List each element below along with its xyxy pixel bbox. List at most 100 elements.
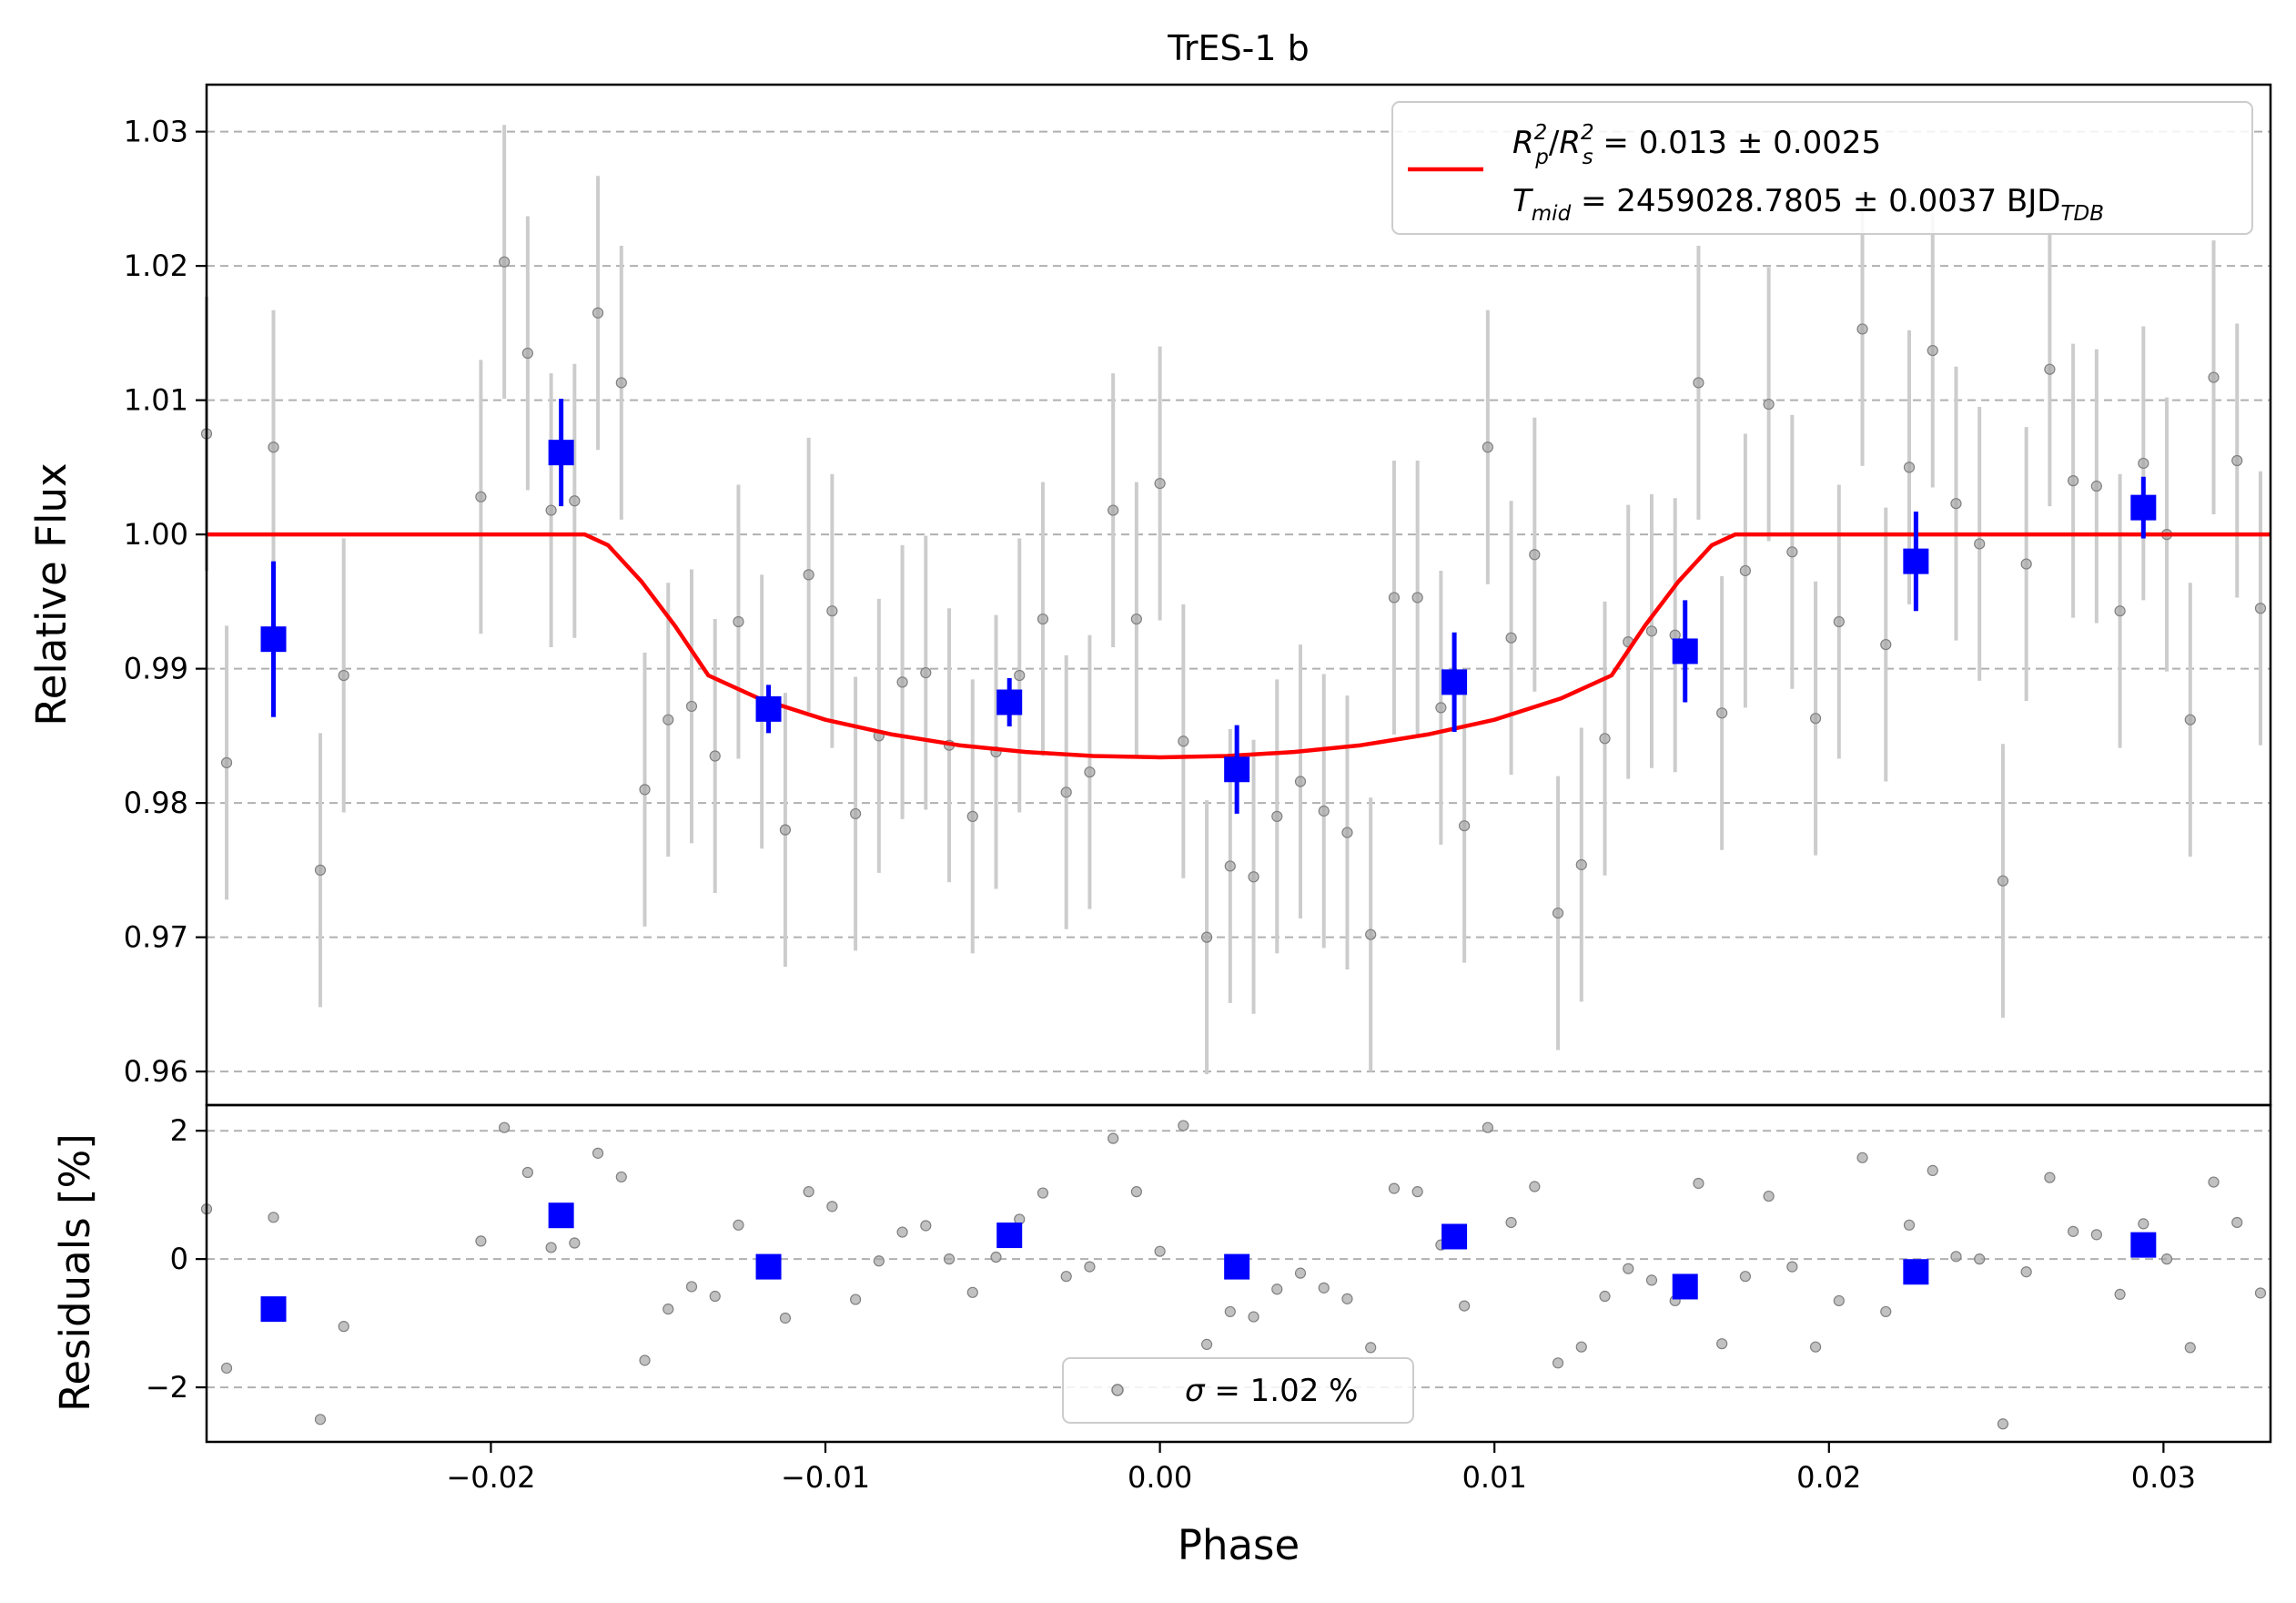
residual-point: [873, 1255, 885, 1267]
binned-residual-point: [2130, 1232, 2157, 1258]
flux-point: [475, 491, 487, 502]
flux-point: [896, 676, 908, 688]
flux-point: [850, 807, 862, 820]
flux-point: [1482, 441, 1493, 453]
flux-point: [2114, 605, 2126, 617]
binned-flux-point: [2130, 494, 2157, 521]
flux-point: [1974, 538, 1986, 550]
top-legend: R2 p/R2 s = 0.013 ± 0.0025 Tmid = 2459028.…: [1391, 101, 2253, 235]
residual-point: [1623, 1263, 1634, 1274]
binned-residual-point: [755, 1253, 782, 1280]
residual-point: [1294, 1267, 1307, 1279]
binned-residual-point: [1441, 1223, 1468, 1250]
flux-point: [1645, 625, 1658, 637]
flux-point: [1294, 776, 1307, 787]
flux-point: [220, 756, 233, 768]
x-axis-label: Phase: [1178, 1521, 1300, 1569]
binned-residual-point: [996, 1223, 1023, 1249]
flux-point: [663, 714, 674, 725]
residual-legend: σ = 1.02 %: [1062, 1357, 1414, 1424]
residual-point: [615, 1171, 627, 1183]
flux-point: [1037, 613, 1049, 625]
binned-residual-point: [1224, 1253, 1250, 1280]
flux-point: [1880, 638, 1892, 651]
flux-point: [2184, 714, 2196, 725]
flux-point: [1435, 702, 1447, 714]
flux-point: [1693, 377, 1704, 389]
flux-point: [1739, 564, 1751, 577]
flux-point: [1084, 766, 1096, 778]
transit-model: [207, 532, 2271, 760]
flux-point: [314, 864, 327, 876]
residual-point: [1178, 1120, 1189, 1131]
residual-point: [1341, 1293, 1353, 1304]
flux-point: [545, 504, 557, 516]
residual-point: [1388, 1182, 1401, 1194]
residual-point: [1927, 1164, 1938, 1176]
binned-flux-point: [548, 440, 574, 466]
residual-point: [1950, 1251, 1962, 1263]
residual-point: [1084, 1261, 1096, 1273]
y-tick-label: 0.99: [124, 652, 188, 686]
residual-point: [2208, 1176, 2220, 1188]
residual-point: [1693, 1177, 1704, 1190]
flux-point: [1271, 810, 1283, 822]
flux-point: [1575, 858, 1587, 871]
flux-point: [779, 824, 792, 836]
binned-flux-point: [260, 626, 287, 653]
y-tick-label: 1.03: [124, 115, 188, 149]
flux-point: [1856, 323, 1868, 335]
x-tick-label: 0.01: [1462, 1460, 1527, 1495]
x-axis-ticks: −0.02 −0.01 0.00 0.01 0.02 0.03: [446, 1442, 2196, 1495]
top-y-axis-label: Relative Flux: [27, 462, 76, 725]
y-tick-label: −2: [146, 1370, 188, 1405]
flux-point: [1341, 827, 1353, 838]
residual-point: [2114, 1288, 2126, 1301]
legend-tmid: Tmid = 2459028.7805 ± 0.0037 BJDTDB: [1512, 183, 2104, 226]
residual-point: [1200, 1338, 1213, 1350]
flux-point: [521, 347, 533, 360]
flux-point: [1224, 860, 1236, 872]
flux-point: [1599, 733, 1611, 745]
y-tick-label: 0.96: [124, 1054, 188, 1089]
residual-point: [639, 1354, 651, 1366]
flux-point: [1318, 805, 1330, 817]
flux-point: [1903, 462, 1916, 473]
flux-point: [1154, 477, 1166, 490]
bottom-panel-grid: [207, 1130, 2271, 1389]
residual-point: [2160, 1253, 2173, 1265]
residual-point: [268, 1212, 279, 1223]
y-tick-label: 0.97: [124, 920, 188, 955]
residual-point: [2090, 1229, 2102, 1241]
flux-point: [1248, 871, 1259, 883]
flux-point: [2068, 475, 2079, 487]
flux-point: [1763, 398, 1775, 411]
top-panel-points: [200, 256, 2267, 943]
binned-flux-point: [996, 689, 1023, 715]
residual-point: [338, 1321, 349, 1333]
flux-point: [2090, 480, 2102, 492]
binned-residual-point: [1903, 1259, 1929, 1285]
residual-point: [966, 1286, 978, 1298]
residual-point: [475, 1235, 487, 1247]
residual-point: [2044, 1172, 2056, 1183]
x-tick-label: 0.00: [1128, 1460, 1192, 1495]
flux-point: [338, 669, 349, 682]
flux-point: [803, 569, 814, 581]
residual-point: [2231, 1216, 2243, 1229]
x-tick-label: 0.03: [2131, 1460, 2196, 1495]
residual-point: [1271, 1283, 1283, 1295]
flux-point: [2254, 603, 2267, 614]
residual-point: [990, 1251, 1002, 1263]
binned-flux-point: [1224, 756, 1250, 783]
chart-title: TrES-1 b: [1167, 28, 1309, 68]
residual-point: [2254, 1287, 2267, 1299]
residual-point: [499, 1121, 511, 1133]
flux-point: [2208, 371, 2220, 383]
residual-point: [1130, 1186, 1142, 1198]
y-tick-label: 0.98: [124, 786, 188, 820]
flux-point: [709, 750, 721, 762]
flux-point: [1997, 875, 2009, 887]
residual-point: [896, 1226, 908, 1238]
